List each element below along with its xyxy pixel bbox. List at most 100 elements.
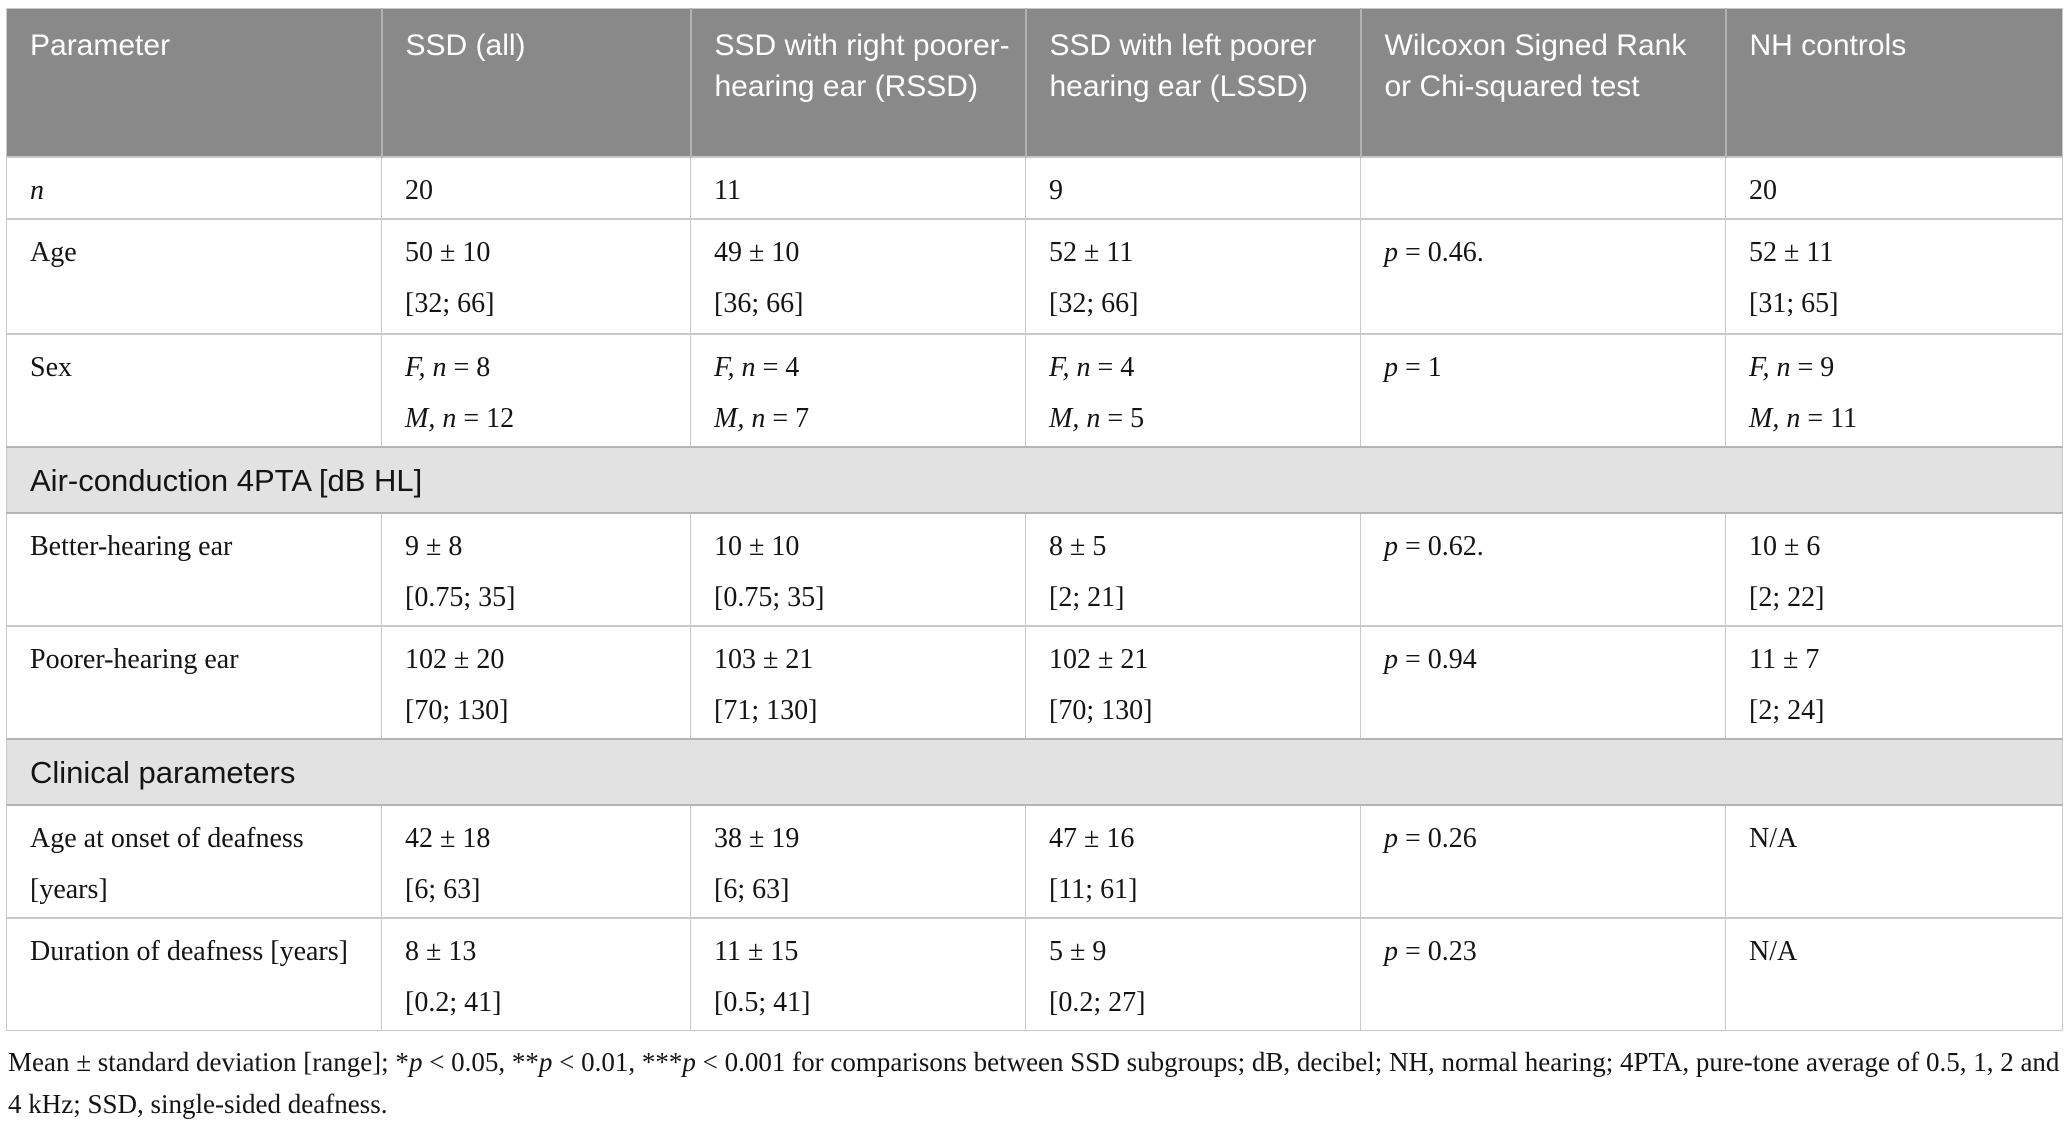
cell-text: Age at onset of deafness bbox=[30, 822, 304, 854]
table-row-better-hearing-ear: Better-hearing ear 9 ± 8 [0.75; 35] 10 ± … bbox=[6, 511, 2063, 626]
cell-line: [2; 24] bbox=[1749, 695, 2048, 726]
cell-text: Better-hearing ear bbox=[30, 530, 233, 562]
table-cell: 102 ± 21 [70; 130] bbox=[1025, 624, 1361, 739]
p-value-cell: p = 0.23 bbox=[1360, 916, 1726, 1031]
footnote-text: < 0.001 for comparisons between SSD subg… bbox=[8, 1046, 2060, 1119]
cell-line: 38 ± 19 bbox=[714, 822, 1011, 854]
table-cell: 47 ± 16 [11; 61] bbox=[1025, 803, 1361, 918]
table-cell: 102 ± 20 [70; 130] bbox=[381, 624, 691, 739]
footnote-text: < 0.05, ** bbox=[422, 1046, 539, 1077]
cell-text-italic: p bbox=[1384, 643, 1398, 675]
cell-text: [0.75; 35] bbox=[405, 581, 516, 613]
section-header: Clinical parameters bbox=[6, 737, 2063, 806]
cell-line: [70; 130] bbox=[1049, 695, 1346, 726]
cell-text: [71; 130] bbox=[714, 694, 818, 726]
row-label-cell: Age at onset of deafness [years] bbox=[6, 803, 382, 918]
cell-line: 10 ± 6 bbox=[1749, 530, 2048, 562]
cell-text: [2; 21] bbox=[1049, 581, 1125, 613]
cell-line: [36; 66] bbox=[714, 288, 1011, 319]
cell-text: 10 ± 6 bbox=[1749, 530, 1821, 562]
row-label-cell: Poorer-hearing ear bbox=[6, 624, 382, 739]
cell-text: 102 ± 20 bbox=[405, 643, 505, 675]
cell-line: 11 bbox=[714, 175, 1011, 206]
table-cell: 11 ± 15 [0.5; 41] bbox=[690, 916, 1026, 1031]
table-cell: 5 ± 9 [0.2; 27] bbox=[1025, 916, 1361, 1031]
cell-text-italic: M, n bbox=[1049, 402, 1101, 434]
table-cell: 52 ± 11 [31; 65] bbox=[1725, 217, 2063, 334]
cell-text: [0.2; 27] bbox=[1049, 986, 1146, 1018]
cell-line: [0.2; 41] bbox=[405, 986, 676, 1018]
cell-text: 5 ± 9 bbox=[1049, 935, 1107, 967]
cell-line: 8 ± 5 bbox=[1049, 530, 1346, 562]
cell-line: 10 ± 10 bbox=[714, 531, 1011, 562]
table-cell: 8 ± 5 [2; 21] bbox=[1025, 511, 1361, 626]
cell-text: Sex bbox=[30, 351, 72, 383]
cell-line: Poorer-hearing ear bbox=[30, 643, 367, 675]
cell-line: 20 bbox=[405, 175, 676, 206]
cell-text: 8 ± 5 bbox=[1049, 530, 1107, 562]
table-cell: 50 ± 10 [32; 66] bbox=[381, 217, 691, 334]
cell-text-italic: p bbox=[1384, 236, 1398, 268]
table-header: Parameter SSD (all) SSD with right poore… bbox=[6, 8, 2063, 157]
cell-line: p = 1 bbox=[1384, 352, 1711, 383]
cell-text: = 0.46. bbox=[1398, 236, 1484, 268]
cell-line: M, n = 11 bbox=[1749, 403, 2048, 434]
cell-text: [32; 66] bbox=[1049, 287, 1139, 319]
p-value-cell: p = 0.46. bbox=[1360, 217, 1726, 334]
cell-text: = 0.23 bbox=[1398, 935, 1477, 967]
cell-text: 8 ± 13 bbox=[405, 935, 477, 967]
cell-text: = 0.26 bbox=[1398, 822, 1477, 854]
cell-text: 38 ± 19 bbox=[714, 822, 800, 854]
footnote-text: < 0.01, *** bbox=[552, 1046, 683, 1077]
cell-line: [31; 65] bbox=[1749, 288, 2048, 319]
table-cell: 20 bbox=[1725, 155, 2063, 219]
cell-line: Better-hearing ear bbox=[30, 530, 367, 562]
cell-line: [6; 63] bbox=[405, 874, 676, 905]
cell-line: [32; 66] bbox=[405, 288, 676, 319]
table-header-row: Parameter SSD (all) SSD with right poore… bbox=[6, 8, 2063, 157]
table-cell: N/A bbox=[1725, 916, 2063, 1031]
cell-line: [0.2; 27] bbox=[1049, 986, 1346, 1018]
cell-text: Poorer-hearing ear bbox=[30, 643, 239, 675]
cell-line: p = 0.23 bbox=[1384, 935, 1711, 967]
cell-line: [0.5; 41] bbox=[714, 986, 1011, 1018]
cell-text: 9 ± 8 bbox=[405, 530, 463, 562]
cell-line: F, n = 8 bbox=[405, 352, 676, 383]
cell-text: N/A bbox=[1749, 935, 1798, 967]
parameters-table: Parameter SSD (all) SSD with right poore… bbox=[6, 8, 2063, 1031]
table-cell: 11 bbox=[690, 155, 1026, 219]
cell-text-italic: p bbox=[1384, 530, 1398, 562]
cell-text: N/A bbox=[1749, 822, 1798, 854]
row-label-cell: Duration of deafness [years] bbox=[6, 916, 382, 1031]
table-row-age-at-onset: Age at onset of deafness [years] 42 ± 18 [… bbox=[6, 803, 2063, 918]
cell-text: 52 ± 11 bbox=[1749, 236, 1834, 268]
cell-line: [0.75; 35] bbox=[714, 582, 1011, 613]
table-cell-empty bbox=[1360, 155, 1726, 219]
cell-text: 11 ± 7 bbox=[1749, 643, 1820, 675]
cell-text-italic: M, n bbox=[405, 402, 457, 434]
cell-line: [0.75; 35] bbox=[405, 581, 676, 613]
cell-line: [years] bbox=[30, 874, 367, 905]
cell-line: F, n = 4 bbox=[714, 352, 1011, 383]
table-cell: 49 ± 10 [36; 66] bbox=[690, 217, 1026, 334]
row-label-cell: Age bbox=[6, 217, 382, 334]
footnote-text: Mean ± standard deviation [range]; * bbox=[8, 1046, 409, 1077]
cell-text: 20 bbox=[1749, 174, 1777, 206]
table-cell: 10 ± 6 [2; 22] bbox=[1725, 511, 2063, 626]
table-cell: 9 bbox=[1025, 155, 1361, 219]
cell-line: 103 ± 21 bbox=[714, 644, 1011, 675]
p-value-cell: p = 0.26 bbox=[1360, 803, 1726, 918]
column-header-wilcoxon-test: Wilcoxon Signed Rank or Chi-squared test bbox=[1359, 8, 1726, 157]
row-label-cell: n bbox=[6, 155, 382, 219]
cell-text: 49 ± 10 bbox=[714, 236, 800, 268]
cell-text: 52 ± 11 bbox=[1049, 236, 1134, 268]
cell-line: [32; 66] bbox=[1049, 287, 1346, 319]
cell-line: N/A bbox=[1749, 935, 2048, 967]
footnote-text-italic: p bbox=[408, 1046, 423, 1077]
table-cell: 10 ± 10 [0.75; 35] bbox=[690, 511, 1026, 626]
cell-text-italic: p bbox=[1384, 822, 1398, 854]
cell-text: [0.5; 41] bbox=[714, 986, 811, 1018]
cell-text: [0.2; 41] bbox=[405, 986, 502, 1018]
cell-line: M, n = 7 bbox=[714, 403, 1011, 434]
cell-line: 52 ± 11 bbox=[1749, 236, 2048, 268]
